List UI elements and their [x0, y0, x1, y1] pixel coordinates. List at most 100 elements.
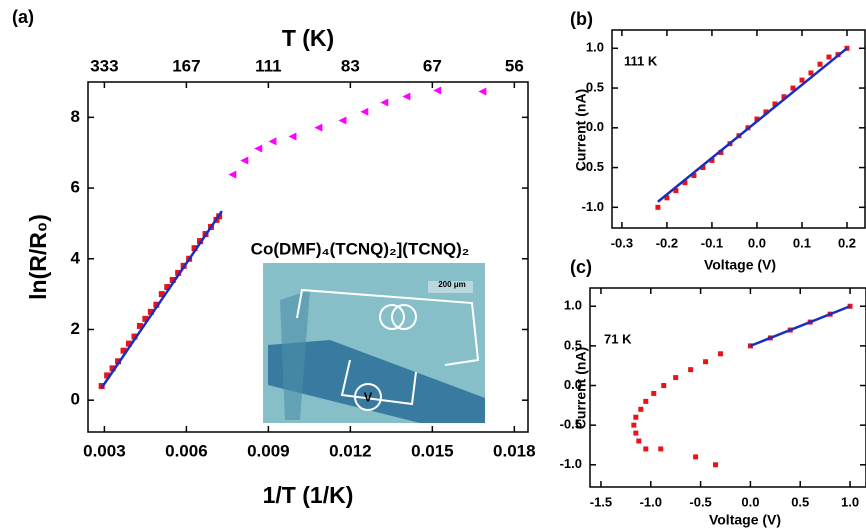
triangle-point [433, 86, 442, 95]
square-point [631, 422, 637, 428]
square-point [772, 101, 778, 107]
square-point [643, 446, 649, 452]
x-tick-label: -0.3 [611, 235, 633, 250]
x2-tick-label: 333 [90, 56, 118, 75]
square-point [763, 109, 769, 115]
square-point [718, 351, 724, 357]
x-tick-label: 0.012 [329, 441, 372, 460]
x-tick-label: -0.1 [701, 235, 723, 250]
x2-axis-label: T (K) [282, 25, 334, 51]
x-axis-label: Voltage (V) [709, 512, 781, 528]
square-point [147, 308, 154, 315]
square-point [673, 375, 679, 381]
square-point [633, 430, 639, 436]
x-axis-label: Voltage (V) [704, 257, 776, 273]
square-point [164, 284, 171, 291]
y-tick-label: 0.5 [564, 337, 582, 352]
square-point [703, 359, 709, 365]
triangle-point [402, 92, 411, 101]
square-point [175, 269, 182, 276]
y-tick-label: -1.0 [582, 199, 604, 214]
square-point [125, 340, 132, 347]
triangle-point [254, 144, 263, 153]
triangle-point [288, 132, 297, 141]
annotation: V [364, 389, 373, 404]
square-point [691, 173, 697, 179]
square-point [790, 85, 796, 91]
y-tick-label: 0.5 [586, 79, 604, 94]
x-tick-label: 0.018 [493, 441, 536, 460]
square-point [655, 204, 661, 210]
square-point [131, 333, 138, 340]
square-point [682, 180, 688, 186]
y-tick-label: 0.0 [586, 119, 604, 134]
square-point [158, 291, 165, 298]
plot-frame [611, 29, 866, 229]
triangle-point [478, 87, 487, 96]
square-point [826, 54, 832, 60]
x-tick-label: -0.2 [656, 235, 678, 250]
x2-tick-label: 167 [172, 56, 200, 75]
y-tick-label: 0 [71, 390, 80, 409]
x-tick-label: 0.003 [83, 441, 126, 460]
x-tick-label: 0.2 [838, 235, 856, 250]
x2-tick-label: 56 [505, 56, 524, 75]
square-point [136, 322, 143, 329]
annotation: 200 μm [438, 280, 466, 289]
square-point [808, 70, 814, 76]
annotation: 71 K [604, 331, 632, 346]
y-tick-label: -0.5 [560, 417, 582, 432]
x-tick-label: 0.015 [411, 441, 454, 460]
annotation: 111 K [624, 53, 658, 68]
triangle-point [380, 98, 389, 107]
square-point [120, 347, 127, 354]
fit-line [657, 47, 848, 203]
square-point [693, 454, 699, 460]
y-tick-label: 8 [71, 107, 80, 126]
square-point [664, 195, 670, 201]
square-point [142, 315, 149, 322]
square-point [109, 365, 116, 372]
triangle-point [360, 107, 369, 116]
square-point [781, 94, 787, 100]
square-point [643, 398, 649, 404]
panel-label: (b) [570, 9, 593, 29]
x-tick-label: 1.0 [841, 494, 859, 509]
square-point [700, 165, 706, 171]
y-tick-label: -1.0 [560, 456, 582, 471]
square-point [709, 157, 715, 163]
y-axis-label: Current (nA) [573, 89, 589, 171]
triangle-point [338, 116, 347, 125]
y-tick-label: 1.0 [586, 40, 604, 55]
triangle-point [268, 137, 277, 146]
plot-frame [589, 287, 866, 488]
y-tick-label: 0.0 [564, 377, 582, 392]
square-point [153, 301, 160, 308]
y-tick-label: -0.5 [582, 159, 604, 174]
x-tick-label: -1.5 [590, 494, 612, 509]
y-tick-label: 6 [71, 178, 80, 197]
y-tick-label: 2 [71, 319, 80, 338]
annotation: Co(DMF)₄(TCNQ)₂](TCNQ)₂ [251, 239, 470, 258]
x-tick-label: 0.0 [748, 235, 766, 250]
square-point [651, 390, 657, 396]
square-point [633, 414, 639, 420]
x-tick-label: 0.006 [165, 441, 208, 460]
triangle-point [228, 170, 237, 179]
square-point [636, 438, 642, 444]
x-axis-label: 1/T (1/K) [263, 482, 354, 508]
x-tick-label: -1.0 [640, 494, 662, 509]
square-point [661, 383, 667, 389]
square-point [817, 61, 823, 67]
plot-frame [87, 81, 529, 433]
square-point [169, 276, 176, 283]
x-tick-label: -0.5 [689, 494, 711, 509]
triangle-point [240, 156, 249, 165]
x-tick-label: 0.009 [247, 441, 290, 460]
y-axis-label: ln(R/R₀) [25, 214, 51, 300]
x2-tick-label: 67 [423, 56, 442, 75]
x2-tick-label: 111 [255, 56, 282, 75]
panel-label: (a) [12, 7, 34, 27]
square-point [688, 367, 694, 373]
